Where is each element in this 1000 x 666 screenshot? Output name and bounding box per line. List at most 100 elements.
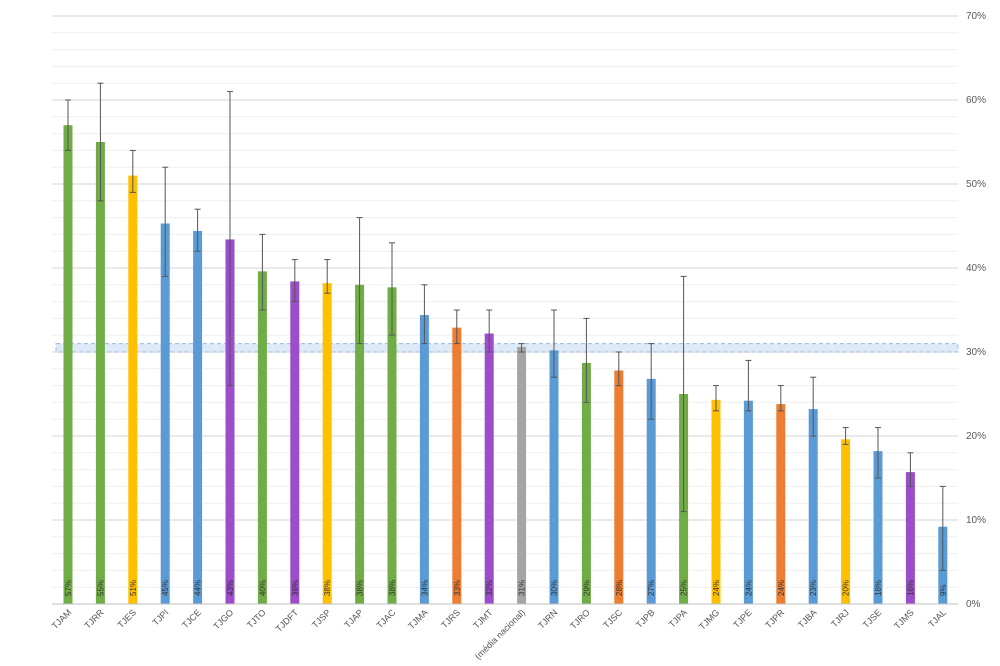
bar-value-label: 45% xyxy=(161,580,170,596)
error-bar xyxy=(227,91,233,387)
y-tick-labels: 0% 10% 20% 30% 40% 50% 60% 70% xyxy=(966,11,986,610)
bar-tjpr xyxy=(776,404,786,604)
y-tick-label: 20% xyxy=(966,431,986,442)
bar-value-label: 31% xyxy=(518,580,527,596)
x-tick-label: TJAM xyxy=(50,607,74,631)
error-bar xyxy=(713,385,719,412)
bar-value-label: 34% xyxy=(420,580,429,596)
bar-tjes xyxy=(128,175,138,604)
bar-value-label: 55% xyxy=(96,580,105,596)
error-bar xyxy=(842,427,849,445)
bar-value-label: 28% xyxy=(615,580,624,596)
error-bar xyxy=(486,309,493,353)
bar-tjrj xyxy=(841,439,851,604)
error-bar xyxy=(324,259,331,294)
error-bar xyxy=(356,217,363,345)
x-tick-label: TJPI xyxy=(150,607,170,627)
x-tick-label: TJAC xyxy=(374,607,397,630)
error-bar xyxy=(551,309,557,378)
bar-value-label: 43% xyxy=(226,580,235,596)
error-bar xyxy=(777,385,784,412)
x-tick-label: TJRJ xyxy=(829,607,851,629)
error-bar xyxy=(810,376,817,437)
bar-value-label: 24% xyxy=(777,580,786,596)
y-tick-label: 10% xyxy=(966,515,986,526)
bar-value-label: 18% xyxy=(874,580,883,596)
y-tick-label: 30% xyxy=(966,347,986,358)
error-bar xyxy=(615,351,622,387)
bar-tjto xyxy=(257,271,267,604)
bar-value-label: 25% xyxy=(680,580,689,596)
bar-tjrn xyxy=(549,350,559,604)
bar-value-label: 24% xyxy=(712,580,721,596)
bar-tjce xyxy=(193,231,203,605)
error-bar xyxy=(939,485,946,571)
bar-value-label: 38% xyxy=(291,580,300,596)
bar-tjap xyxy=(355,284,365,604)
error-bar xyxy=(875,427,881,479)
bar-tjms xyxy=(905,472,915,604)
bar-value-label: 30% xyxy=(550,580,559,596)
error-bar xyxy=(680,275,687,513)
error-bar xyxy=(907,452,914,487)
bar-tjdft xyxy=(290,281,300,604)
bar-tjpi xyxy=(160,223,170,605)
error-bar xyxy=(97,82,104,202)
x-tick-label: TJPB xyxy=(634,607,657,630)
x-tick-label: TJPA xyxy=(667,607,689,629)
bar-tjmg xyxy=(711,399,721,604)
x-tick-label: TJSC xyxy=(601,607,624,630)
national-average-band xyxy=(55,343,959,353)
bar-value-label: 38% xyxy=(388,580,397,596)
bar-value-label: 33% xyxy=(453,580,462,596)
x-tick-label: TJRN xyxy=(536,607,559,630)
x-tick-label: TJAL xyxy=(926,607,948,629)
error-bar xyxy=(518,343,525,353)
bar-tjba xyxy=(808,409,818,604)
bar-value-label: 23% xyxy=(809,580,818,596)
error-bar xyxy=(648,343,655,420)
x-tick-label: TJSP xyxy=(310,607,333,630)
x-tick-label: TJMA xyxy=(406,607,430,631)
x-tick-label: TJMT xyxy=(471,607,495,631)
bar-value-label: 38% xyxy=(323,580,332,596)
x-tick-label: TJSE xyxy=(861,607,884,630)
error-bar xyxy=(583,317,590,403)
bar-tjrs xyxy=(452,327,462,604)
x-tick-labels: TJAM TJRR TJES TJPI TJCE TJGO TJTO TJDFT TJSP TJA… xyxy=(50,607,948,661)
x-tick-label: TJMS xyxy=(892,607,916,631)
error-bar xyxy=(65,99,71,151)
error-bar xyxy=(291,259,298,303)
bar-value-label: 44% xyxy=(194,580,203,596)
y-tick-label: 60% xyxy=(966,95,986,106)
bar-value-label: 29% xyxy=(582,580,591,596)
bar-value-label: 16% xyxy=(906,580,915,596)
y-tick-label: 40% xyxy=(966,263,986,274)
bar-tjrr xyxy=(95,142,105,604)
bar-value-label: 38% xyxy=(356,580,365,596)
x-tick-label: TJGO xyxy=(211,607,235,631)
bar-value-label: 27% xyxy=(647,580,656,596)
bar-tjac xyxy=(387,287,397,604)
bar-tjro xyxy=(581,362,591,604)
error-bar xyxy=(259,233,266,311)
bar-tjsp xyxy=(322,283,332,604)
bar-tjse xyxy=(873,451,883,604)
x-tick-label: TJPR xyxy=(763,607,786,630)
bar--m-dia-nacional- xyxy=(517,346,527,604)
bar-tjma xyxy=(419,315,429,604)
x-tick-label: TJCE xyxy=(180,607,203,630)
x-tick-label: TJMG xyxy=(697,607,721,631)
error-bars xyxy=(65,82,946,571)
bar-value-label: 32% xyxy=(485,580,494,596)
error-bar xyxy=(453,309,460,345)
x-tick-label: TJAP xyxy=(342,607,365,630)
x-tick-label: TJRR xyxy=(82,607,106,631)
bar-value-label: 40% xyxy=(258,580,267,596)
error-bar xyxy=(194,208,201,252)
error-bar xyxy=(129,149,136,193)
error-bar xyxy=(389,242,395,336)
x-tick-label: TJRS xyxy=(439,607,462,630)
